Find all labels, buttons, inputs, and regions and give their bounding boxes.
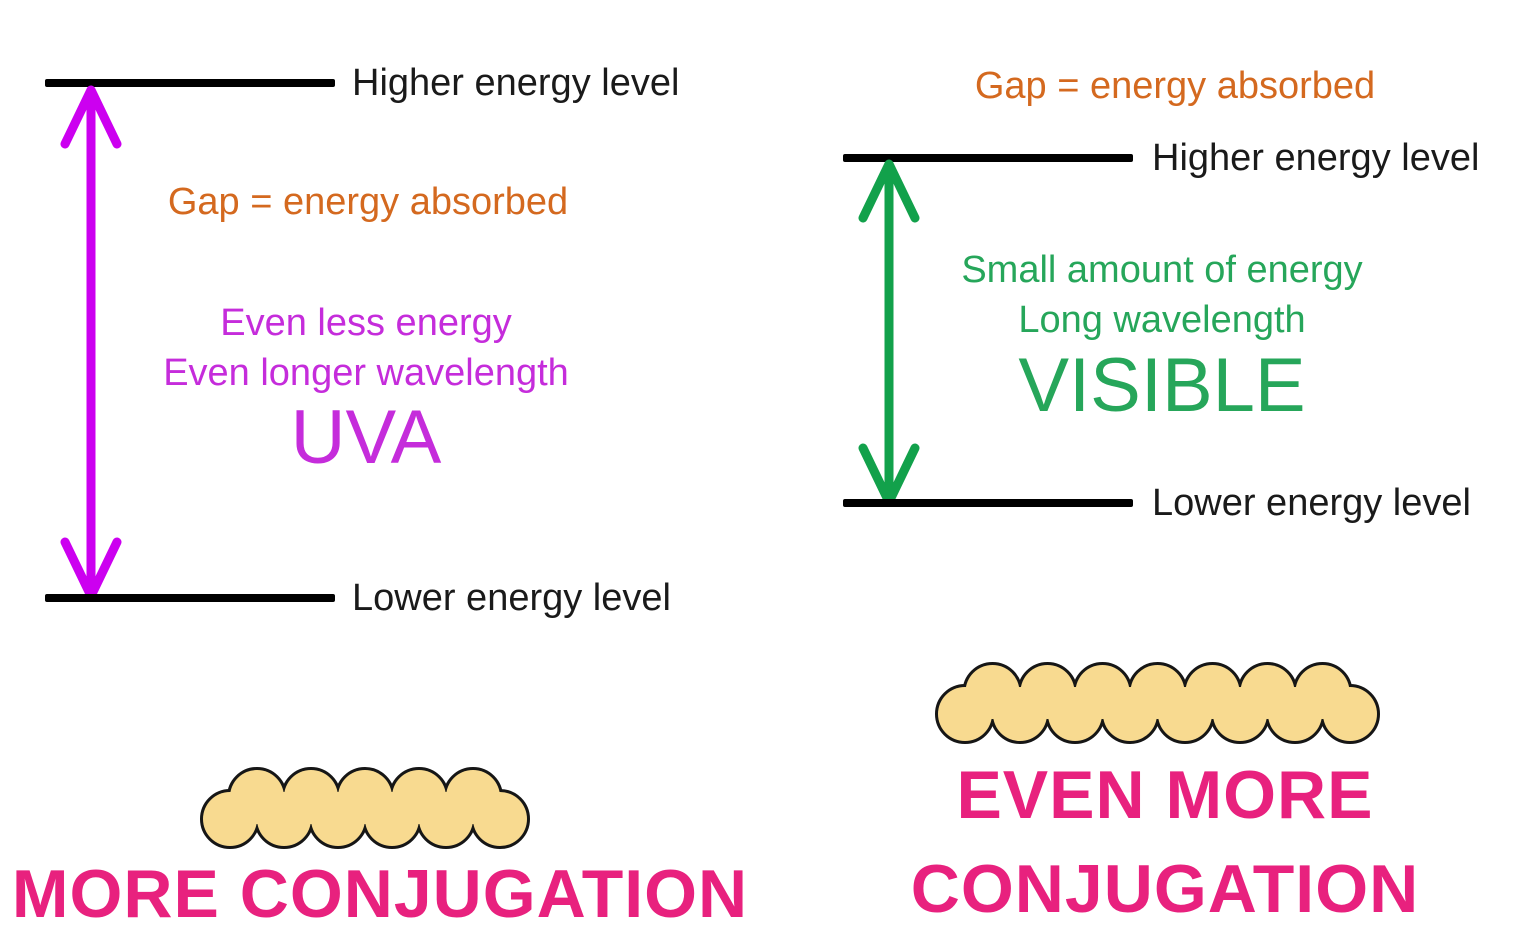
left-conjugated-molecule-chain xyxy=(200,767,530,849)
right-band-label-visible: VISIBLE xyxy=(1018,343,1306,428)
left-energy-note-line1: Even less energy xyxy=(220,302,512,344)
left-band-label-uva: UVA xyxy=(290,395,442,480)
right-conjugation-caption-line1: EVEN MORE xyxy=(956,757,1374,833)
left-higher-energy-level-line xyxy=(45,79,335,87)
left-higher-energy-level-label: Higher energy level xyxy=(352,62,680,104)
right-lower-energy-level-line xyxy=(843,499,1133,507)
right-conjugation-caption-line2: CONJUGATION xyxy=(910,851,1420,927)
right-gap-energy-absorbed-label: Gap = energy absorbed xyxy=(974,65,1376,107)
left-lower-energy-level-label: Lower energy level xyxy=(352,577,671,619)
right-energy-note-line2: Long wavelength xyxy=(1018,299,1306,341)
left-energy-note-line2: Even longer wavelength xyxy=(163,352,569,394)
right-lower-energy-level-label: Lower energy level xyxy=(1152,482,1471,524)
right-energy-note-line1: Small amount of energy xyxy=(961,249,1363,291)
right-higher-energy-level-label: Higher energy level xyxy=(1152,137,1480,179)
right-conjugated-molecule-chain xyxy=(935,662,1380,744)
left-conjugation-caption: MORE CONJUGATION xyxy=(11,856,749,932)
left-lower-energy-level-line xyxy=(45,594,335,602)
right-higher-energy-level-line xyxy=(843,154,1133,162)
left-gap-energy-absorbed-label: Gap = energy absorbed xyxy=(167,181,569,223)
